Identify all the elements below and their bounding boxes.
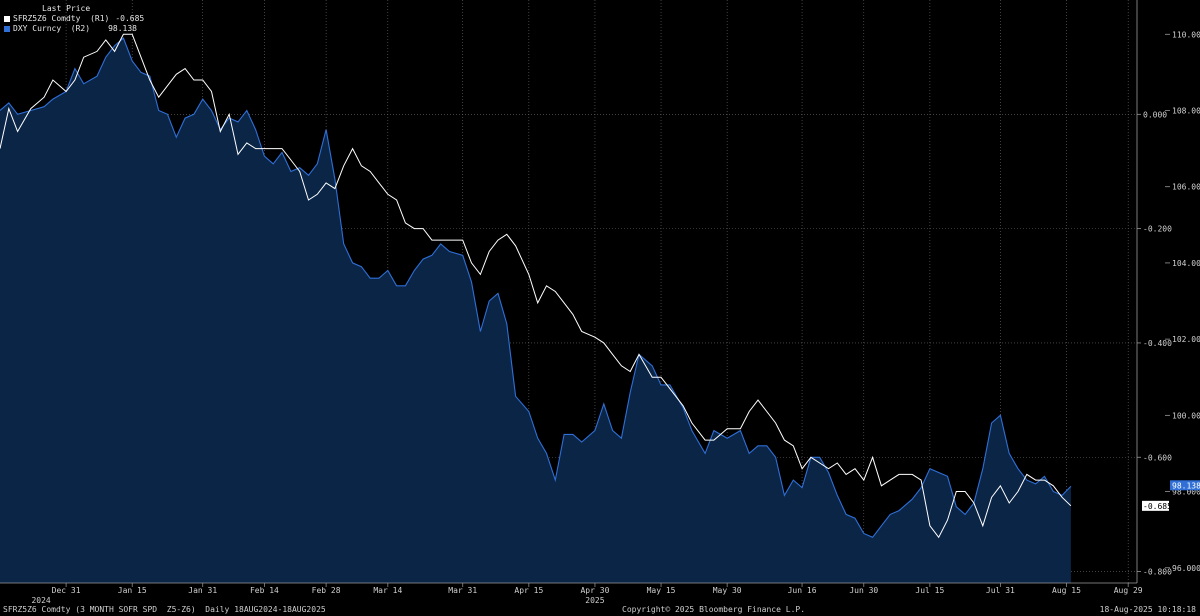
- chart-legend: Last Price SFRZ5Z6 Comdty (R1) -0.685 DX…: [4, 4, 144, 34]
- x-tick-label-3: Feb 14: [250, 586, 279, 595]
- footer-copyright: Copyright© 2025 Bloomberg Finance L.P.: [622, 605, 806, 614]
- legend-value-sfr: -0.685: [115, 14, 145, 23]
- year-label-0: 2024: [31, 596, 50, 605]
- r2-tick-label-0: 110.000: [1172, 30, 1200, 39]
- r1-tick-label-2: -0.400: [1143, 339, 1172, 348]
- r1-last-value-text: -0.685: [1143, 502, 1172, 511]
- footer-timestamp: 18-Aug-2025 10:18:18: [1099, 605, 1196, 614]
- series-layer: [0, 33, 1072, 584]
- x-tick-label-7: Apr 15: [514, 586, 543, 595]
- r2-tick-label-7: 96.000: [1172, 564, 1200, 573]
- x-tick-label-6: Mar 31: [448, 586, 477, 595]
- r1-last-value-tag: [1142, 500, 1169, 511]
- footer-series-description: SFRZ5Z6 Comdty (3 MONTH SOFR SPD Z5-Z6) …: [3, 605, 326, 614]
- r2-tick-label-3: 104.000: [1172, 259, 1200, 268]
- dxy-area: [0, 38, 1071, 584]
- x-tick-label-9: May 15: [647, 586, 676, 595]
- r1-tick-label-1: -0.200: [1143, 225, 1172, 234]
- r2-tick-label-5: 100.000: [1172, 411, 1200, 420]
- legend-value-dxy: 98.138: [108, 24, 137, 33]
- x-tick-label-10: May 30: [713, 586, 742, 595]
- sfr-line: [0, 33, 1072, 539]
- legend-entry-dxy: DXY Curncy (R2) 98.138: [4, 24, 144, 34]
- r2-tick-label-6: 98.000: [1172, 488, 1200, 497]
- r2-tick-label-4: 102.000: [1172, 335, 1200, 344]
- x-tick-label-13: Jul 15: [915, 586, 944, 595]
- x-tick-label-11: Jun 16: [788, 586, 817, 595]
- legend-label-sfr: SFRZ5Z6 Comdty (R1): [13, 14, 110, 23]
- x-tick-label-5: Mar 14: [373, 586, 402, 595]
- x-tick-label-2: Jan 31: [188, 586, 217, 595]
- r2-last-value-text: 98.138: [1172, 481, 1200, 490]
- r1-tick-label-0: 0.000: [1143, 110, 1167, 119]
- x-tick-label-1: Jan 15: [118, 586, 147, 595]
- legend-swatch-dxy: [4, 26, 10, 32]
- r2-tick-label-2: 106.000: [1172, 183, 1200, 192]
- x-tick-label-0: Dec 31: [52, 586, 81, 595]
- legend-swatch-sfr: [4, 16, 10, 22]
- r2-last-value-tag: [1170, 480, 1200, 491]
- year-label-1: 2025: [585, 596, 604, 605]
- x-tick-label-8: Apr 30: [580, 586, 609, 595]
- x-tick-label-12: Jun 30: [849, 586, 878, 595]
- r2-tick-label-1: 108.000: [1172, 107, 1200, 116]
- x-tick-label-16: Aug 29: [1114, 586, 1143, 595]
- dxy-line: [0, 37, 1072, 538]
- legend-header: Last Price: [42, 4, 91, 13]
- r1-tick-label-4: -0.800: [1143, 568, 1172, 577]
- x-tick-label-15: Aug 15: [1052, 586, 1081, 595]
- legend-label-dxy: DXY Curncy (R2): [13, 24, 91, 33]
- x-tick-label-14: Jul 31: [986, 586, 1015, 595]
- x-tick-label-4: Feb 28: [312, 586, 341, 595]
- legend-entry-sfr: SFRZ5Z6 Comdty (R1) -0.685: [4, 14, 144, 24]
- r1-tick-label-3: -0.600: [1143, 453, 1172, 462]
